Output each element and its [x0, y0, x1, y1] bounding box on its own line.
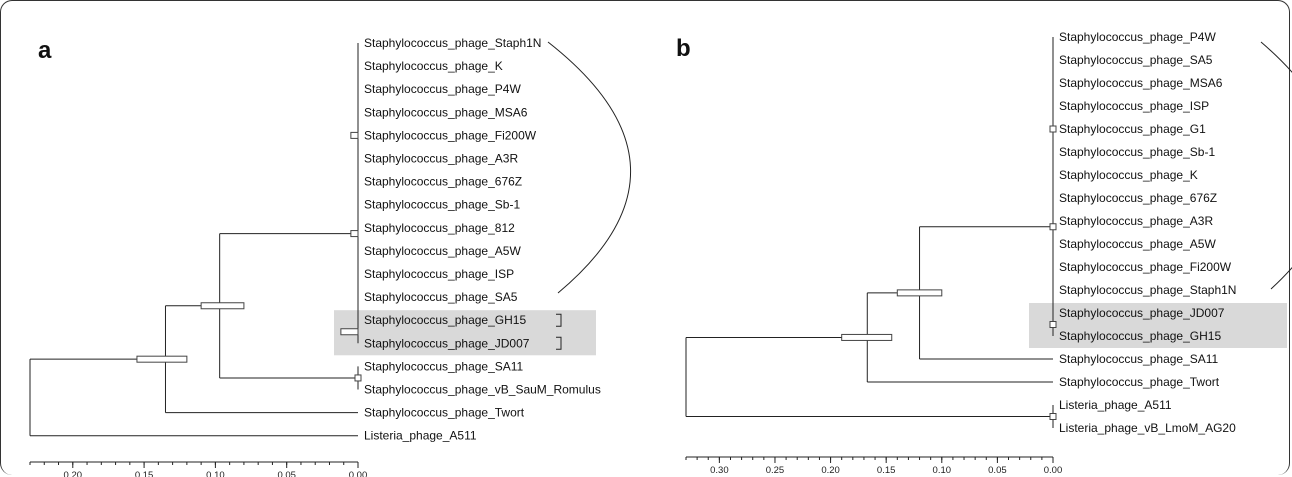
leaf-label: Staphylococcus_phage_GH15: [1059, 329, 1221, 343]
leaf-label: Staphylococcus_phage_Sb-1: [1059, 145, 1215, 159]
hpd-bar: [354, 374, 362, 382]
leaf-label: Staphylococcus_phage_Staph1N: [1059, 283, 1236, 297]
leaf-label: Staphylococcus_phage_A5W: [364, 244, 521, 258]
leaf-label: Staphylococcus_phage_P4W: [364, 82, 521, 96]
leaf-label: Staphylococcus_phage_812: [364, 221, 515, 235]
leaf-label: Staphylococcus_phage_Fi200W: [1059, 260, 1232, 274]
leaf-label: Staphylococcus_phage_SA11: [1059, 352, 1219, 366]
leaf-label: Staphylococcus_phage_SA5: [1059, 53, 1213, 67]
hpd-bar: [1049, 413, 1057, 420]
panel-letter: a: [38, 37, 52, 64]
leaf-label: Staphylococcus_phage_vB_SauM_Romulus: [364, 383, 601, 397]
hpd-bar: [340, 328, 359, 336]
leaf-label: Staphylococcus_phage_Staph1N: [364, 36, 541, 50]
axis-tick-label: 0.15: [877, 465, 896, 476]
highlight-box: [1029, 303, 1287, 348]
leaf-label: Staphylococcus_phage_Sb-1: [364, 198, 520, 212]
clade-arc: [547, 41, 632, 294]
leaf-label: Staphylococcus_phage_Fi200W: [364, 128, 537, 142]
hpd-bar: [1049, 223, 1057, 231]
leaf-label: Staphylococcus_phage_A5W: [1059, 237, 1216, 251]
hpd-bar: [896, 289, 943, 297]
axis-tick-label: 0.30: [710, 465, 729, 476]
leaf-label: Listeria_phage_vB_LmoM_AG20: [1059, 421, 1236, 435]
hpd-bar: [1049, 321, 1057, 328]
panel-a: a Staphylococcus_phage_Staph1N Staphylococ…: [29, 36, 632, 477]
leaf-label: Staphylococcus_phage_A3R: [364, 152, 518, 166]
leaf-label: Staphylococcus_phage_MSA6: [364, 105, 528, 119]
axis-tick-label: 0.15: [135, 470, 154, 477]
leaf-label: Staphylococcus_phage_Twort: [364, 406, 525, 420]
axis-tick-label: 0.05: [277, 470, 296, 477]
leaf-label: Staphylococcus_phage_P4W: [1059, 30, 1216, 44]
highlight-box: [334, 310, 596, 356]
hpd-bar: [1049, 125, 1057, 133]
axis-tick-label: 0.10: [933, 465, 952, 476]
leaf-label: Staphylococcus_phage_Twort: [1059, 375, 1220, 389]
leaf-label: Staphylococcus_phage_G1: [1059, 122, 1206, 136]
hpd-bar: [200, 302, 245, 310]
axis-tick-label: 0.25: [766, 465, 785, 476]
axis-tick-label: 0.05: [988, 465, 1007, 476]
leaf-label: Staphylococcus_phage_K: [1059, 168, 1198, 182]
leaf-label: Staphylococcus_phage_MSA6: [1059, 76, 1223, 90]
clade-bracket: [556, 336, 562, 350]
leaf-label: Staphylococcus_phage_SA11: [364, 359, 524, 373]
leaf-label: Staphylococcus_phage_676Z: [364, 175, 522, 189]
panel-b: b Staphylococcus_phage_P4W Staphylococcus_…: [676, 30, 1292, 476]
panel-letter: b: [676, 35, 691, 62]
hpd-bar: [841, 333, 893, 341]
axis-tick-label: 0.10: [206, 470, 225, 477]
leaf-label: Staphylococcus_phage_ISP: [364, 267, 514, 281]
hpd-bar: [136, 355, 188, 363]
leaf-label: Staphylococcus_phage_JD007: [364, 336, 530, 350]
leaf-label: Listeria_phage_A511: [1059, 398, 1172, 412]
leaf-label: Staphylococcus_phage_SA5: [364, 290, 518, 304]
axis-tick-label: 0.20: [821, 465, 840, 476]
leaf-label: Staphylococcus_phage_A3R: [1059, 214, 1213, 228]
hpd-bar: [350, 131, 359, 139]
clade-arc: [1260, 41, 1292, 290]
leaf-label: Staphylococcus_phage_676Z: [1059, 191, 1217, 205]
leaf-label: Staphylococcus_phage_GH15: [364, 313, 526, 327]
clade-bracket: [556, 313, 562, 327]
leaf-label: Staphylococcus_phage_K: [364, 59, 503, 73]
leaf-label: Staphylococcus_phage_JD007: [1059, 306, 1225, 320]
axis-tick-label: 0.20: [64, 470, 83, 477]
axis-tick-label: 0.00: [1044, 465, 1063, 476]
axis-tick-label: 0.00: [349, 470, 368, 477]
hpd-bar: [350, 230, 359, 238]
leaf-label: Staphylococcus_phage_ISP: [1059, 99, 1209, 113]
leaf-label: Listeria_phage_A511: [364, 429, 477, 443]
